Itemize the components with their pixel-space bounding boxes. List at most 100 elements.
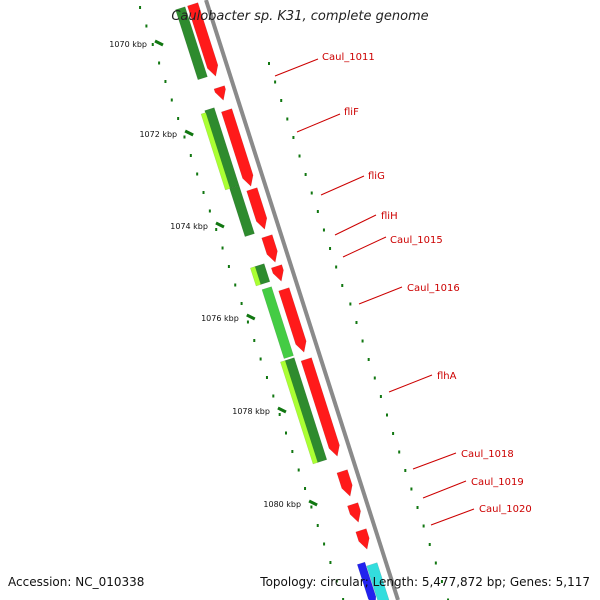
cds-arrow bbox=[300, 357, 340, 457]
scale-tick bbox=[277, 406, 287, 414]
outer-dot bbox=[274, 80, 277, 84]
callout-line bbox=[334, 214, 377, 236]
scale-labels: 1070 kbp 1072 kbp 1074 kbp 1076 kbp 1078 kbp… bbox=[109, 40, 301, 509]
scale-dot bbox=[139, 6, 142, 9]
gene-bar bbox=[249, 266, 262, 287]
outer-dot bbox=[447, 598, 450, 600]
scale-dot bbox=[183, 135, 186, 139]
outer-dot bbox=[422, 524, 425, 528]
scale-dot bbox=[151, 43, 154, 46]
gene-bar bbox=[175, 6, 208, 81]
scale-dot bbox=[316, 524, 319, 527]
scale-dot bbox=[221, 246, 224, 250]
scale-dot bbox=[310, 505, 313, 509]
scale-dot bbox=[240, 302, 243, 305]
scale-dot bbox=[335, 579, 338, 583]
cds-arrow bbox=[246, 187, 268, 230]
gene-bar bbox=[229, 185, 255, 237]
scale-label: 1072 kbp bbox=[139, 130, 177, 139]
topology-label: Topology: bbox=[260, 575, 317, 589]
gene-label[interactable]: Caul_1016 bbox=[407, 283, 460, 294]
gene-label[interactable]: Caul_1011 bbox=[322, 52, 375, 63]
scale-dot bbox=[285, 431, 288, 435]
scale-tick bbox=[215, 221, 225, 229]
outer-dot bbox=[434, 561, 437, 565]
outer-dot bbox=[361, 339, 364, 343]
outer-dot bbox=[304, 173, 307, 176]
outer-dot bbox=[398, 450, 401, 454]
outer-dot bbox=[335, 265, 338, 269]
outer-dot bbox=[404, 469, 407, 472]
gene-label[interactable]: Caul_1020 bbox=[479, 504, 532, 515]
scale-dot bbox=[215, 228, 218, 231]
gene-label[interactable]: Caul_1019 bbox=[471, 477, 524, 488]
scale-dot bbox=[164, 80, 167, 83]
scale-dot bbox=[323, 542, 326, 546]
scale-dot bbox=[234, 283, 237, 287]
scale-tick bbox=[308, 499, 318, 507]
callout-line bbox=[422, 480, 467, 499]
topology-value: circular bbox=[320, 575, 365, 589]
scale-dot bbox=[272, 394, 275, 398]
scale-dot bbox=[259, 357, 262, 361]
cds-arrow-cyan bbox=[366, 562, 390, 600]
scale-label: 1076 kbp bbox=[201, 314, 239, 323]
scale-dot bbox=[297, 468, 300, 472]
scale-dot bbox=[342, 598, 345, 600]
gene-bar bbox=[280, 360, 319, 465]
cds-arrow bbox=[187, 2, 219, 77]
scale-dot bbox=[202, 191, 205, 194]
outer-dot bbox=[410, 487, 413, 491]
scale-dot bbox=[196, 172, 199, 176]
outer-dot bbox=[416, 506, 419, 509]
scale-dot bbox=[253, 339, 256, 342]
scale-label: 1070 kbp bbox=[109, 40, 147, 49]
gene-label[interactable]: fliF bbox=[344, 107, 359, 118]
gene-label[interactable]: flhA bbox=[437, 371, 457, 382]
scale-dot bbox=[177, 117, 180, 120]
cds-arrow bbox=[347, 502, 361, 523]
outer-dot bbox=[341, 284, 344, 287]
outer-dot bbox=[268, 62, 270, 65]
outer-dot bbox=[292, 136, 295, 139]
genes-value: 5,117 bbox=[555, 575, 590, 589]
outer-dot bbox=[428, 543, 431, 546]
cds-arrow bbox=[213, 85, 226, 101]
outer-dot bbox=[280, 99, 283, 102]
scale-dot bbox=[265, 376, 268, 379]
cds-arrow bbox=[278, 287, 307, 353]
gene-bar bbox=[261, 286, 294, 359]
genome-title: Caulobacter sp. K31, complete genome bbox=[171, 9, 429, 24]
scale-dot bbox=[208, 209, 211, 213]
callout-line bbox=[274, 58, 319, 77]
accession-label: Accession: bbox=[8, 575, 72, 589]
accession-value: NC_010338 bbox=[75, 575, 145, 589]
scale-tick bbox=[154, 39, 164, 47]
scale-dot bbox=[291, 450, 294, 453]
outer-dot bbox=[310, 191, 313, 195]
scale-label: 1074 kbp bbox=[170, 222, 208, 231]
gene-bar bbox=[200, 112, 231, 191]
scale-dot bbox=[158, 61, 161, 65]
callout-line bbox=[388, 374, 433, 393]
scale-label: 1078 kbp bbox=[232, 407, 270, 416]
outer-dot bbox=[316, 210, 319, 213]
cds-arrow-blue bbox=[356, 561, 377, 600]
gene-label[interactable]: fliG bbox=[368, 171, 385, 182]
scale-dot bbox=[329, 561, 332, 564]
gene-label[interactable]: Caul_1018 bbox=[461, 449, 514, 460]
callout-line bbox=[320, 175, 365, 196]
gene-label[interactable]: fliH bbox=[381, 211, 398, 222]
scale-dot bbox=[189, 154, 192, 157]
callout-line bbox=[430, 508, 475, 526]
outer-dot bbox=[367, 358, 370, 361]
gene-label[interactable]: Caul_1015 bbox=[390, 235, 443, 246]
cds-arrow bbox=[261, 234, 278, 263]
outer-dot bbox=[355, 321, 358, 324]
cds-arrow bbox=[336, 469, 353, 497]
accession-info: Accession: NC_010338 bbox=[8, 575, 144, 589]
outer-dot bbox=[349, 302, 352, 306]
outer-dot bbox=[329, 247, 332, 250]
gene-callouts: Caul_1011 fliF fliG fliH Caul_1015 Caul_1016f… bbox=[274, 52, 532, 526]
